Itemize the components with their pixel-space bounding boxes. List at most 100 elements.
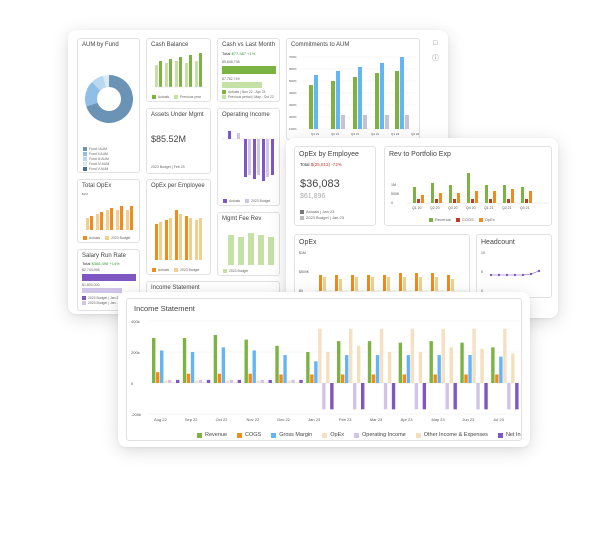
bar-revenue[interactable] [244, 339, 248, 383]
bar-opex[interactable] [410, 328, 415, 383]
bar-opex[interactable] [349, 328, 353, 383]
bar-gross-margin[interactable] [314, 361, 318, 383]
bar-gross-margin[interactable] [406, 355, 411, 383]
bar-gross-margin[interactable] [221, 347, 226, 383]
bar-gross-margin[interactable] [468, 355, 472, 383]
bar-cogs[interactable] [279, 374, 283, 383]
bar-revenue[interactable] [306, 352, 310, 383]
card-opex-per-employee[interactable]: OpEx per Employee Actuals 2023 Budget [146, 179, 211, 275]
bar-cogs[interactable] [371, 374, 376, 383]
bar-operating-income[interactable] [168, 379, 172, 383]
bar-operating-income[interactable] [198, 379, 203, 383]
card-salary-run-rate[interactable]: Salary Run Rate Total $388,498 +14% $2,7… [77, 249, 140, 311]
bar-revenue[interactable] [182, 338, 187, 383]
legend-item[interactable]: OpEx [322, 432, 344, 438]
bar-cogs[interactable] [433, 374, 437, 383]
bar-cogs[interactable] [248, 373, 252, 383]
bar-opex[interactable] [287, 380, 291, 383]
card-rev-to-portfolio-exp[interactable]: Rev to Portfolio Exp Revenue COGS OpEx 1… [384, 146, 552, 226]
bar-operating-income[interactable] [445, 383, 449, 410]
bar-opex[interactable] [164, 380, 168, 383]
bar-gross-margin[interactable] [499, 356, 503, 383]
legend-item[interactable]: Revenue [197, 432, 227, 438]
bar-operating-income[interactable] [291, 379, 295, 383]
bar-net-income[interactable] [330, 383, 334, 410]
legend-item[interactable]: COGS [237, 432, 261, 438]
bar-operating-income[interactable] [476, 383, 480, 410]
bar-net-income[interactable] [176, 379, 180, 383]
bar-other-income-expenses[interactable] [326, 352, 330, 383]
legend-item[interactable]: Operating Income [354, 432, 406, 438]
card-operating-income[interactable]: Operating Income Actuals 2023 Budget [217, 108, 280, 206]
bar-revenue[interactable] [152, 338, 156, 383]
bar-other-income-expenses[interactable] [387, 352, 392, 383]
bar-revenue[interactable] [367, 341, 372, 383]
bar-cogs[interactable] [217, 373, 222, 383]
card-income-statement[interactable]: Income Statement Revenue COGS Gross Margin… [126, 298, 522, 441]
bar-cogs[interactable] [186, 373, 191, 383]
bar-other-income-expenses[interactable] [480, 348, 484, 383]
bar-opex[interactable] [472, 328, 476, 383]
card-cash-vs-last-month[interactable]: Cash vs Last Month Total $77,387 +1% $5,… [217, 38, 280, 102]
bar-net-income[interactable] [422, 383, 427, 410]
bar-opex[interactable] [379, 328, 384, 383]
bar-net-income[interactable] [206, 379, 211, 383]
card-assets-under-mgmt[interactable]: Assets Under Mgmt $85.52M 2023 Budget | … [146, 108, 211, 174]
bar-other-income-expenses[interactable] [449, 347, 453, 383]
bar-gross-margin[interactable] [437, 355, 441, 383]
bar-opex[interactable] [194, 380, 199, 383]
card-cash-balance[interactable]: Cash Balance Actuals Previous year [146, 38, 211, 102]
bar-opex[interactable] [318, 328, 322, 383]
chat-icon[interactable]: □ [433, 40, 438, 47]
bar-cogs[interactable] [402, 374, 407, 383]
bar-net-income[interactable] [484, 383, 488, 410]
bar-opex[interactable] [503, 328, 507, 383]
bar-other-income-expenses[interactable] [233, 382, 238, 384]
legend-item[interactable]: Gross Margin [271, 432, 312, 438]
card-total-opex[interactable]: Total OpEx $1M Actuals 2023 Budget [77, 179, 140, 243]
bar-operating-income[interactable] [353, 383, 357, 410]
bar-other-income-expenses[interactable] [418, 352, 423, 383]
bar-gross-margin[interactable] [375, 355, 380, 383]
bar-other-income-expenses[interactable] [511, 353, 515, 383]
bar-cogs[interactable] [156, 372, 160, 383]
bar-operating-income[interactable] [229, 379, 234, 383]
card-opex-by-employee[interactable]: OpEx by Employee Total $(25,813) -72% $3… [294, 146, 376, 226]
bar-cogs[interactable] [464, 374, 468, 383]
card-opex[interactable]: OpEx $1M $500K $0 [294, 234, 470, 298]
bar-other-income-expenses[interactable] [264, 382, 268, 384]
legend-item[interactable]: Net Income [497, 432, 521, 438]
bar-opex[interactable] [441, 328, 445, 383]
bar-opex[interactable] [256, 380, 260, 383]
bar-net-income[interactable] [299, 379, 303, 383]
legend-item[interactable]: Other Income & Expenses [415, 432, 488, 438]
bar-gross-margin[interactable] [190, 352, 195, 383]
bar-other-income-expenses[interactable] [202, 382, 207, 384]
bar-operating-income[interactable] [383, 383, 388, 410]
bar-net-income[interactable] [237, 379, 242, 383]
bar-opex[interactable] [225, 380, 230, 383]
bar-other-income-expenses[interactable] [295, 382, 299, 384]
bar-cogs[interactable] [495, 374, 499, 383]
bar-gross-margin[interactable] [160, 350, 164, 383]
bar-net-income[interactable] [391, 383, 396, 410]
card-aum-by-fund[interactable]: AUM by Fund Fund I AUM Fund II AUM Fund … [77, 38, 140, 173]
bar-operating-income[interactable] [322, 383, 326, 410]
bar-other-income-expenses[interactable] [357, 345, 361, 383]
bar-net-income[interactable] [515, 383, 519, 410]
bar-net-income[interactable] [453, 383, 457, 410]
bar-revenue[interactable] [460, 342, 464, 383]
bar-net-income[interactable] [268, 379, 272, 383]
bar-operating-income[interactable] [507, 383, 511, 410]
bar-cogs[interactable] [310, 374, 314, 383]
info-icon[interactable]: ⓘ [432, 55, 439, 62]
bar-other-income-expenses[interactable] [172, 382, 176, 384]
bar-revenue[interactable] [398, 342, 403, 383]
bar-gross-margin[interactable] [283, 355, 287, 383]
bar-operating-income[interactable] [260, 379, 264, 383]
card-headcount[interactable]: Headcount 10 5 0 [476, 234, 552, 298]
bar-gross-margin[interactable] [345, 355, 349, 383]
bar-net-income[interactable] [361, 383, 365, 410]
bar-revenue[interactable] [275, 345, 279, 383]
bar-revenue[interactable] [337, 341, 341, 383]
